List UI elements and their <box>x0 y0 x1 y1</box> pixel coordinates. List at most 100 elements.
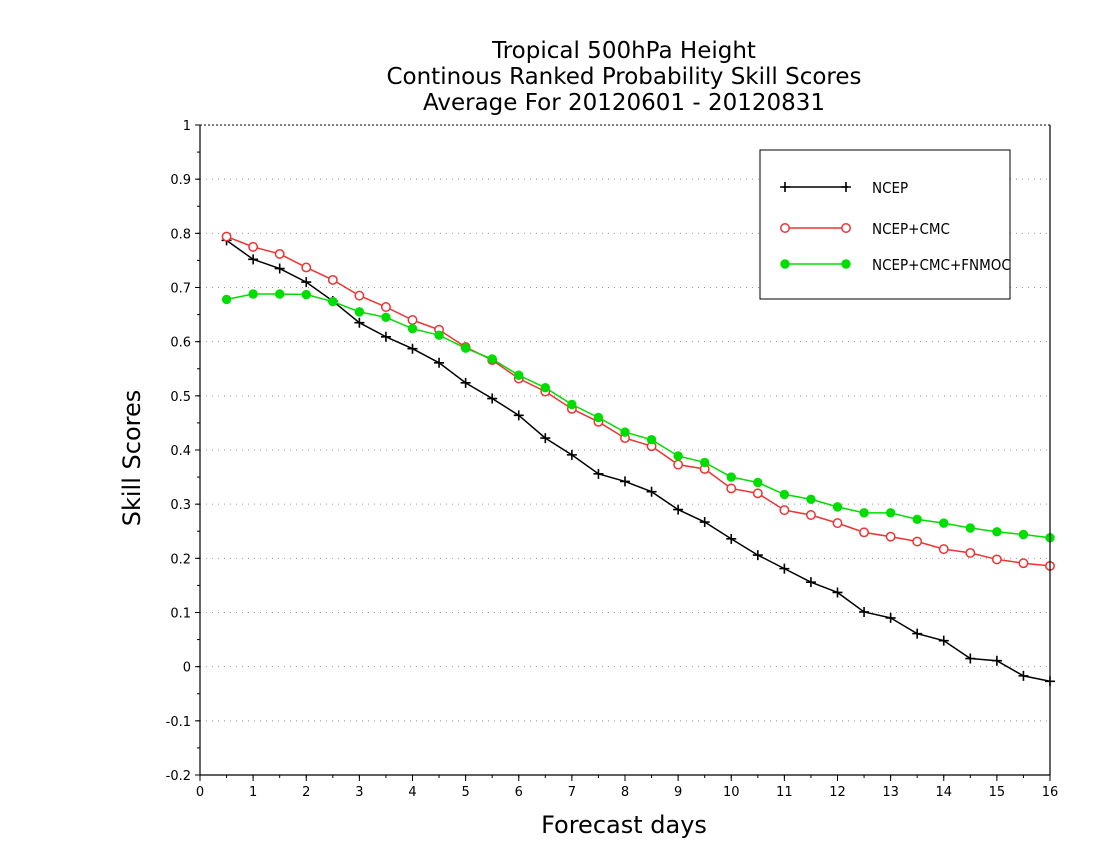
x-tick-label: 8 <box>621 785 629 800</box>
data-point <box>301 277 312 288</box>
data-point <box>327 274 338 285</box>
data-point <box>354 317 365 328</box>
data-point <box>991 655 1002 666</box>
data-point <box>992 527 1002 537</box>
y-tick-label: 0.7 <box>170 282 191 297</box>
data-point <box>726 533 737 544</box>
data-point <box>566 449 577 460</box>
data-point <box>460 377 471 388</box>
data-point <box>859 606 870 617</box>
data-point <box>726 483 737 494</box>
y-tick-label: -0.1 <box>166 715 191 730</box>
data-point <box>726 472 736 482</box>
legend-marker <box>841 223 851 233</box>
legend: NCEP NCEP+CMC NCEP+CMC+FNMOC <box>759 149 1011 300</box>
legend-item: NCEP+CMC <box>780 220 950 238</box>
data-point <box>965 547 976 558</box>
y-tick-label: 0.5 <box>170 390 191 405</box>
legend-label: NCEP <box>872 179 908 197</box>
legend-label: NCEP+CMC <box>872 220 950 238</box>
data-point <box>221 231 232 242</box>
data-point <box>567 399 577 410</box>
data-point <box>939 518 949 528</box>
y-tick-label: -0.2 <box>166 769 191 784</box>
data-point <box>460 343 471 353</box>
legend-items: NCEP NCEP+CMC NCEP+CMC+FNMOC <box>780 179 1011 274</box>
data-point <box>646 435 657 445</box>
data-point <box>248 254 259 265</box>
legend-marker <box>841 182 851 192</box>
x-tick-label: 0 <box>196 785 204 800</box>
data-point <box>274 289 285 299</box>
data-point <box>859 508 869 518</box>
x-tick-label: 5 <box>461 785 469 800</box>
data-point <box>540 433 551 444</box>
data-point <box>248 289 258 299</box>
chart-title-line-2: Continous Ranked Probability Skill Score… <box>386 64 861 90</box>
y-tick-label: 0.3 <box>170 498 191 513</box>
series-ncep-cmc-fnmoc <box>221 289 1055 543</box>
data-point <box>832 587 843 598</box>
data-point <box>221 294 232 305</box>
data-point <box>593 412 604 423</box>
data-point <box>380 331 391 342</box>
x-axis-label: Forecast days <box>541 811 707 839</box>
data-point <box>699 517 710 528</box>
data-point <box>620 427 630 437</box>
data-point <box>779 563 790 574</box>
legend-item: NCEP <box>780 179 908 197</box>
data-point <box>673 459 684 470</box>
data-point <box>938 544 949 555</box>
x-tick-label: 3 <box>355 785 363 800</box>
data-point <box>859 527 870 538</box>
x-tick-label: 9 <box>674 785 682 800</box>
data-point <box>380 302 391 312</box>
legend-marker <box>780 182 790 192</box>
data-point <box>1018 558 1029 569</box>
x-tick-label: 10 <box>723 785 740 800</box>
series-line <box>226 293 1051 539</box>
data-point <box>885 612 896 623</box>
data-point <box>540 383 551 393</box>
x-tick-label: 15 <box>989 785 1006 800</box>
data-point <box>885 531 896 542</box>
legend-label: NCEP+CMC+FNMOC <box>872 256 1011 274</box>
data-point <box>832 518 843 529</box>
data-point <box>912 536 923 547</box>
data-point <box>301 262 312 273</box>
series-layer <box>221 231 1055 687</box>
data-point <box>752 550 763 561</box>
y-tick-label: 0.4 <box>170 444 191 459</box>
data-point <box>912 514 922 525</box>
x-tick-label: 16 <box>1042 785 1059 800</box>
legend-marker <box>780 259 790 269</box>
tick-labels: -0.2-0.100.10.20.30.40.50.60.70.80.910 1 2… <box>166 119 1059 800</box>
y-tick-label: 1 <box>183 119 191 134</box>
x-tick-label: 1 <box>249 785 257 800</box>
data-point <box>328 296 338 307</box>
data-point <box>699 457 710 468</box>
y-tick-label: 0.6 <box>170 336 191 351</box>
data-point <box>354 307 365 317</box>
data-point <box>673 504 684 515</box>
data-point <box>487 354 497 364</box>
data-point <box>248 241 259 252</box>
data-point <box>354 290 365 301</box>
x-tick-label: 4 <box>408 785 416 800</box>
data-point <box>434 357 445 368</box>
data-point <box>620 476 630 487</box>
chart-title-line-3: Average For 20120601 - 20120831 <box>423 90 825 116</box>
data-point <box>779 505 790 516</box>
data-point <box>991 554 1002 565</box>
data-point <box>938 635 949 646</box>
y-tick-label: 0.9 <box>170 173 191 188</box>
data-point <box>274 263 285 274</box>
legend-item: NCEP+CMC+FNMOC <box>780 256 1011 274</box>
data-point <box>965 523 976 533</box>
axes <box>195 124 1051 781</box>
data-point <box>885 508 896 518</box>
y-tick-label: 0.2 <box>170 552 191 567</box>
data-point <box>593 468 604 479</box>
data-point <box>407 323 418 334</box>
